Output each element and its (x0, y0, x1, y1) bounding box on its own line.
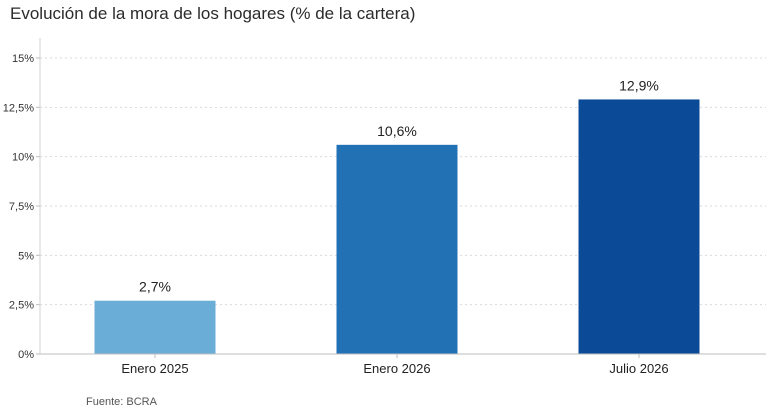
bar-chart: 0% 2,5% 5% 7,5% 10% 12,5% 15% 2,7% 10,6% 12,9% E… (3, 38, 766, 376)
y-tick-label: 5% (18, 250, 34, 262)
chart-title: Evolución de la mora de los hogares (% d… (10, 4, 416, 23)
chart-source: Fuente: BCRA (86, 396, 157, 408)
bars (94, 99, 700, 354)
y-axis-tick-labels: 0% 2,5% 5% 7,5% 10% 12,5% 15% (3, 53, 40, 361)
bar (336, 144, 458, 354)
bar-value-label: 12,9% (619, 77, 659, 93)
y-tick-label: 0% (18, 349, 34, 361)
x-axis-tick-labels: Enero 2025 Enero 2026 Julio 2026 (121, 354, 669, 376)
y-tick-label: 12,5% (3, 102, 34, 114)
bar (578, 99, 700, 354)
y-tick-label: 15% (12, 53, 34, 65)
bar-value-label: 10,6% (377, 123, 417, 139)
bar (94, 300, 216, 354)
x-tick-label: Julio 2026 (609, 361, 668, 376)
x-tick-label: Enero 2025 (121, 361, 188, 376)
y-tick-label: 7,5% (9, 201, 34, 213)
y-tick-label: 10% (12, 152, 34, 164)
bar-value-label: 2,7% (139, 279, 171, 295)
x-tick-label: Enero 2026 (363, 361, 430, 376)
y-tick-label: 2,5% (9, 300, 34, 312)
bar-value-labels: 2,7% 10,6% 12,9% (139, 77, 659, 294)
